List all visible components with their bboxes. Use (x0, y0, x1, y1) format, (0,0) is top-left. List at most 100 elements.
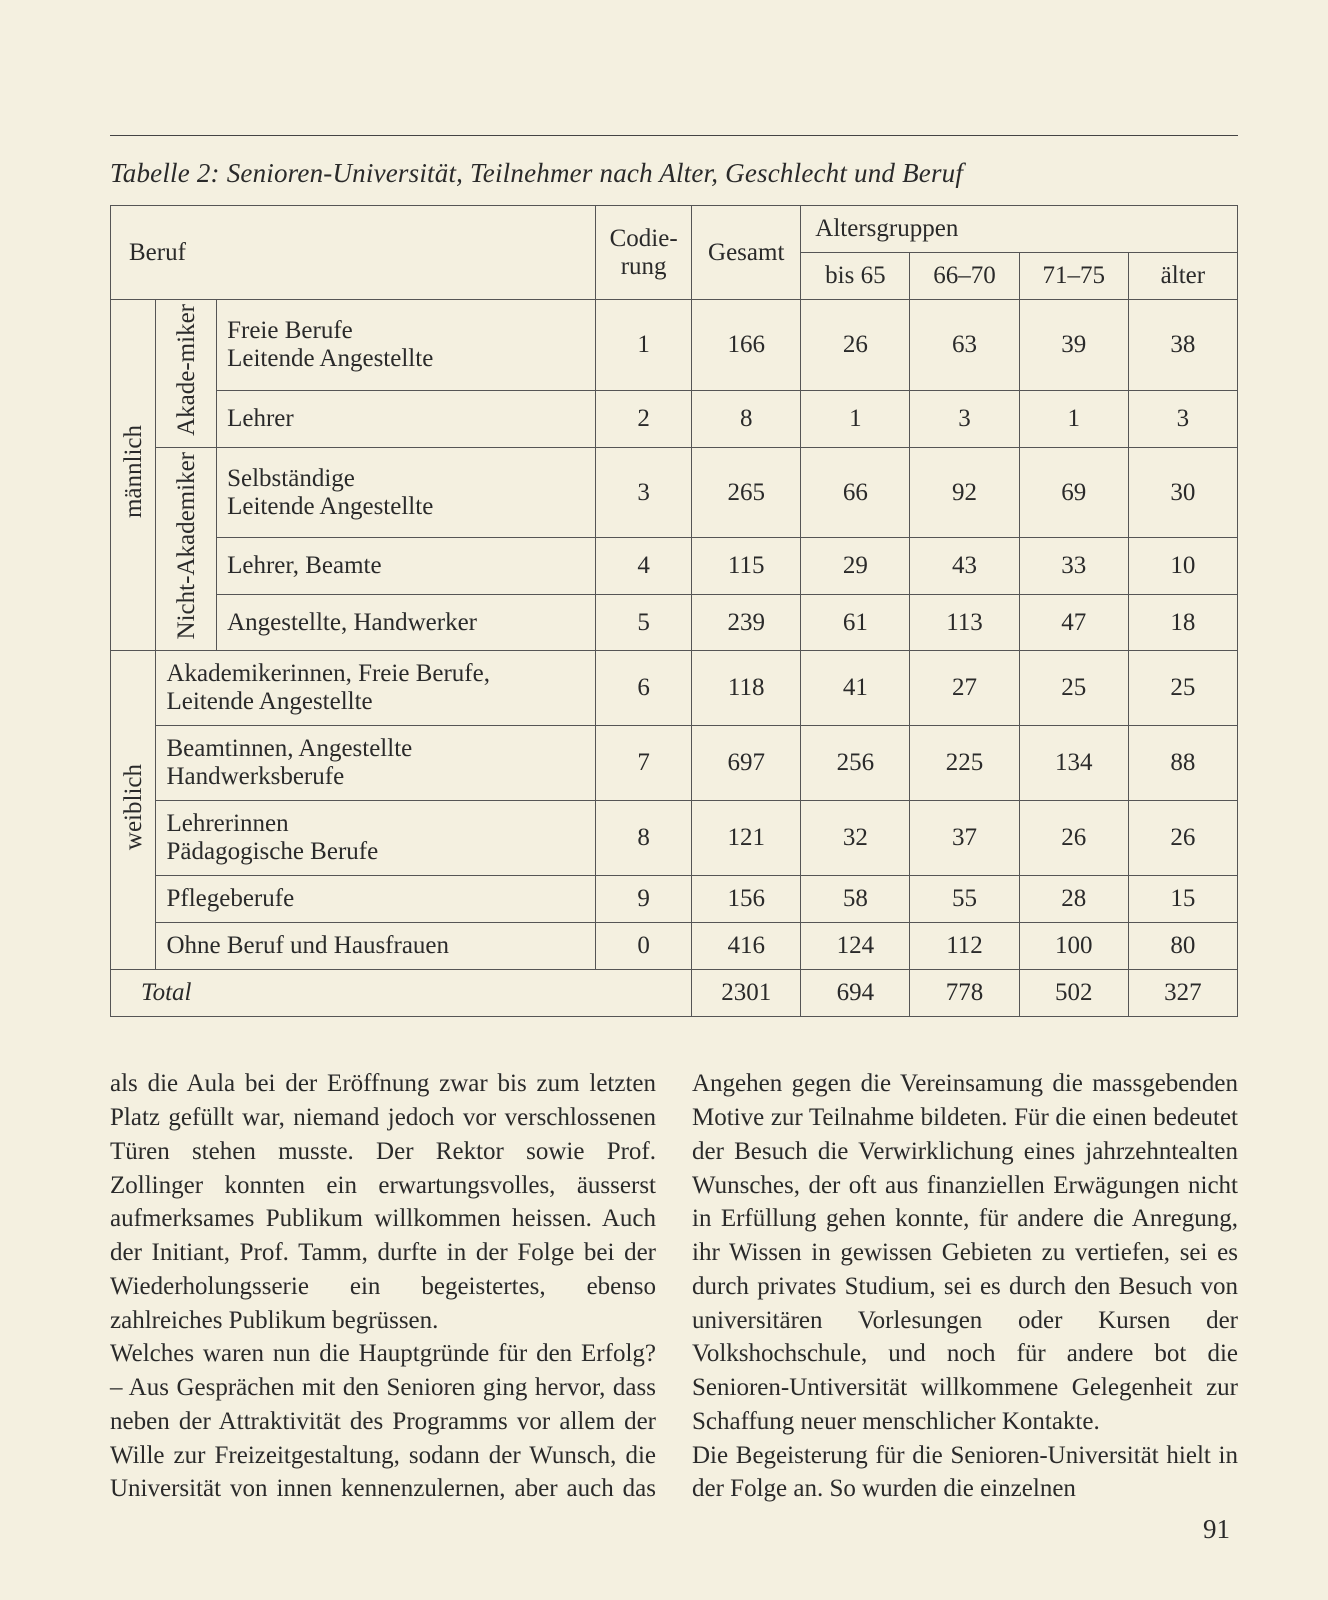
cell: 115 (692, 538, 801, 595)
cell: 112 (910, 923, 1019, 970)
cell: 61 (801, 594, 910, 651)
table-total-row: Total 2301 694 778 502 327 (111, 970, 1238, 1017)
table-row: Lehrerinnen Pädagogische Berufe 8 121 32… (111, 801, 1238, 876)
cell: 502 (1019, 970, 1128, 1017)
table-row: Lehrer, Beamte 4 115 29 43 33 10 (111, 538, 1238, 595)
cell: 25 (1019, 651, 1128, 726)
cell: 18 (1128, 594, 1237, 651)
row-label: Pflegeberufe (156, 876, 596, 923)
cell: 134 (1019, 726, 1128, 801)
gender-female: weiblich (111, 651, 156, 970)
col-beruf: Beruf (111, 206, 596, 300)
cell: 26 (1128, 801, 1237, 876)
cell: 0 (596, 923, 692, 970)
table-row: Lehrer 2 8 1 3 1 3 (111, 390, 1238, 447)
cell: 256 (801, 726, 910, 801)
cell: 92 (910, 447, 1019, 537)
cell: 694 (801, 970, 910, 1017)
cell: 39 (1019, 300, 1128, 391)
cell: 113 (910, 594, 1019, 651)
cell: 6 (596, 651, 692, 726)
cell: 32 (801, 801, 910, 876)
row-label: Angestellte, Handwerker (217, 594, 596, 651)
cell: 327 (1128, 970, 1237, 1017)
cell: 63 (910, 300, 1019, 391)
cell: 2301 (692, 970, 801, 1017)
cell: 41 (801, 651, 910, 726)
cell: 43 (910, 538, 1019, 595)
cell: 58 (801, 876, 910, 923)
row-label: Lehrer, Beamte (217, 538, 596, 595)
cell: 2 (596, 390, 692, 447)
cell: 121 (692, 801, 801, 876)
cell: 47 (1019, 594, 1128, 651)
body-paragraph: Die Begeisterung für die Senioren-Univer… (692, 1439, 1238, 1507)
col-codierung: Codie-rung (596, 206, 692, 300)
cell: 124 (801, 923, 910, 970)
cell (596, 970, 692, 1017)
group-akademiker: Akade-miker (156, 300, 217, 448)
cell: 3 (596, 447, 692, 537)
cell: 4 (596, 538, 692, 595)
group-nichtakademiker: Nicht-Akademiker (156, 447, 217, 650)
cell: 80 (1128, 923, 1237, 970)
body-paragraph: als die Aula bei der Eröffnung zwar bis … (110, 1067, 656, 1337)
col-66-70: 66–70 (910, 253, 1019, 300)
table-row: Beamtinnen, Angestellte Handwerksberufe … (111, 726, 1238, 801)
cell: 166 (692, 300, 801, 391)
cell: 26 (801, 300, 910, 391)
cell: 10 (1128, 538, 1237, 595)
col-gesamt: Gesamt (692, 206, 801, 300)
cell: 118 (692, 651, 801, 726)
col-bis65: bis 65 (801, 253, 910, 300)
cell: 66 (801, 447, 910, 537)
row-label: Selbständige Leitende Angestellte (217, 447, 596, 537)
cell: 88 (1128, 726, 1237, 801)
col-altersgruppen: Altersgruppen (801, 206, 1238, 253)
cell: 156 (692, 876, 801, 923)
cell: 697 (692, 726, 801, 801)
table-row: Ohne Beruf und Hausfrauen 0 416 124 112 … (111, 923, 1238, 970)
table-row: männlich Akade-miker Freie Berufe Leiten… (111, 300, 1238, 391)
gender-male: männlich (111, 300, 156, 651)
table-row: weiblich Akademikerinnen, Freie Berufe, … (111, 651, 1238, 726)
cell: 28 (1019, 876, 1128, 923)
data-table: Beruf Codie-rung Gesamt Altersgruppen bi… (110, 205, 1238, 1017)
cell: 8 (596, 801, 692, 876)
row-label: Lehrerinnen Pädagogische Berufe (156, 801, 596, 876)
total-label: Total (111, 970, 596, 1017)
col-71-75: 71–75 (1019, 253, 1128, 300)
row-label: Akademikerinnen, Freie Berufe, Leitende … (156, 651, 596, 726)
cell: 3 (1128, 390, 1237, 447)
cell: 29 (801, 538, 910, 595)
cell: 26 (1019, 801, 1128, 876)
cell: 27 (910, 651, 1019, 726)
cell: 55 (910, 876, 1019, 923)
horizontal-rule (110, 135, 1238, 136)
table-row: Nicht-Akademiker Selbständige Leitende A… (111, 447, 1238, 537)
cell: 1 (1019, 390, 1128, 447)
cell: 38 (1128, 300, 1237, 391)
cell: 30 (1128, 447, 1237, 537)
cell: 1 (596, 300, 692, 391)
row-label: Ohne Beruf und Hausfrauen (156, 923, 596, 970)
page: Tabelle 2: Senioren-Universität, Teilneh… (0, 0, 1328, 1600)
cell: 265 (692, 447, 801, 537)
col-aelter: älter (1128, 253, 1237, 300)
cell: 416 (692, 923, 801, 970)
cell: 37 (910, 801, 1019, 876)
cell: 100 (1019, 923, 1128, 970)
table-caption: Tabelle 2: Senioren-Universität, Teilneh… (110, 158, 1238, 189)
cell: 5 (596, 594, 692, 651)
cell: 239 (692, 594, 801, 651)
cell: 9 (596, 876, 692, 923)
page-number: 91 (1203, 1514, 1230, 1545)
body-text-columns: als die Aula bei der Eröffnung zwar bis … (110, 1067, 1238, 1506)
row-label: Beamtinnen, Angestellte Handwerksberufe (156, 726, 596, 801)
table-row: Angestellte, Handwerker 5 239 61 113 47 … (111, 594, 1238, 651)
cell: 7 (596, 726, 692, 801)
row-label: Lehrer (217, 390, 596, 447)
table-row: Pflegeberufe 9 156 58 55 28 15 (111, 876, 1238, 923)
cell: 8 (692, 390, 801, 447)
cell: 25 (1128, 651, 1237, 726)
